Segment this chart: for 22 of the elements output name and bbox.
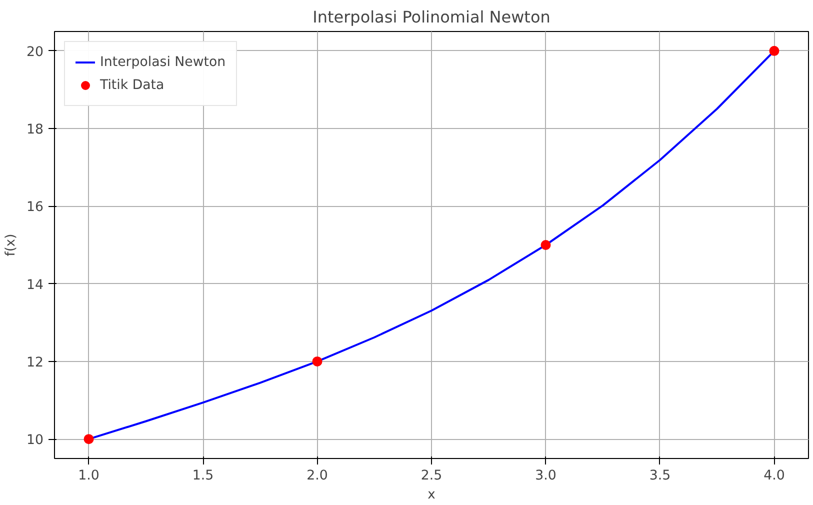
legend-label: Titik Data <box>100 78 164 92</box>
y-tick-label: 12 <box>26 355 44 370</box>
y-tick-label: 10 <box>26 433 44 448</box>
y-tick-label: 18 <box>26 122 44 138</box>
y-tick-label: 20 <box>26 44 44 60</box>
point <box>769 46 780 56</box>
x-tick-label: 1.0 <box>78 468 100 484</box>
point <box>312 356 322 366</box>
y-tick-label: 14 <box>26 278 44 293</box>
x-tick-label: 2.0 <box>306 468 328 484</box>
x-tick-label: 1.5 <box>192 468 214 484</box>
point <box>84 434 94 444</box>
y-axis-title: f(x) <box>4 234 19 256</box>
y-tick-label: 16 <box>26 200 44 216</box>
x-tick-label: 4.0 <box>764 468 785 484</box>
legend-label: Interpolasi Newton <box>100 54 226 70</box>
x-tick-label: 2.5 <box>420 468 442 484</box>
x-tick-label: 3.0 <box>535 468 556 484</box>
chart-title: Interpolasi Polinomial Newton <box>312 8 550 26</box>
x-axis-title: x <box>428 488 436 502</box>
point <box>540 240 551 250</box>
x-tick-label: 3.5 <box>649 468 671 484</box>
